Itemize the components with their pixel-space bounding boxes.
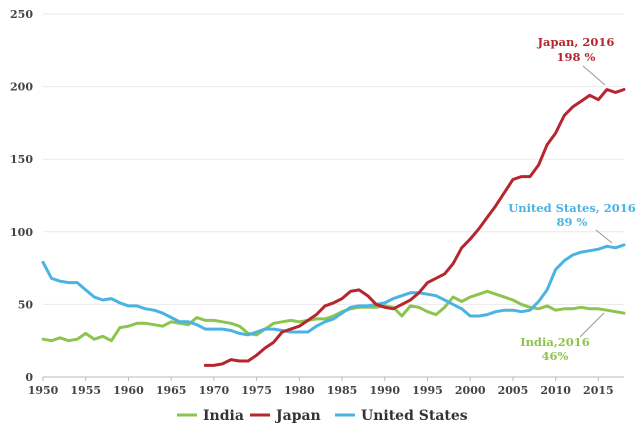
series-lines	[41, 88, 626, 367]
x-tick-label: 2015	[583, 384, 614, 397]
y-tick-label: 250	[10, 8, 33, 21]
x-tick-label: 2010	[540, 384, 571, 397]
japan-annotation-leader	[582, 65, 606, 86]
x-tick-label: 1995	[412, 384, 443, 397]
x-tick-label: 1985	[327, 384, 358, 397]
y-axis-ticks: 0 50 100 150 200 250	[10, 8, 33, 384]
y-tick-label: 200	[10, 81, 33, 94]
legend-label-japan: Japan	[274, 408, 321, 424]
india-annotation-leader	[579, 312, 605, 338]
y-tick-label: 50	[18, 298, 34, 311]
legend-label-united-states: United States	[361, 408, 468, 424]
series-line-india	[41, 289, 626, 343]
x-tick-label: 1965	[156, 384, 187, 397]
grid	[43, 13, 624, 378]
india-annotation-line2: 46%	[542, 349, 569, 363]
india-annotation-line1: India,2016	[520, 335, 590, 349]
japan-annotation-line1: Japan, 2016	[537, 35, 615, 49]
annotations: Japan, 2016 198 % United States, 2016 89…	[508, 35, 636, 363]
legend: India Japan United States	[177, 408, 468, 424]
us-annotation-line2: 89 %	[557, 215, 588, 229]
x-tick-label: 1975	[241, 384, 272, 397]
y-tick-label: 100	[10, 226, 33, 239]
legend-label-india: India	[203, 408, 244, 424]
x-tick-label: 1970	[199, 384, 230, 397]
series-line-japan	[203, 88, 626, 367]
us-annotation-leader	[595, 229, 613, 244]
x-tick-label: 1950	[28, 384, 59, 397]
x-axis-ticks: 1950 1955 1960 1965 1970 1975 1980 1985 1990 1995…	[28, 377, 614, 397]
y-tick-label: 0	[25, 371, 33, 384]
y-tick-label: 150	[10, 153, 33, 166]
japan-annotation-line2: 198 %	[557, 50, 596, 64]
x-tick-label: 1960	[113, 384, 144, 397]
us-annotation-line1: United States, 2016	[508, 201, 636, 215]
x-tick-label: 1955	[70, 384, 101, 397]
x-tick-label: 2005	[498, 384, 529, 397]
x-tick-label: 1980	[284, 384, 315, 397]
x-tick-label: 1990	[369, 384, 400, 397]
series-line-united-states	[41, 243, 626, 337]
x-tick-label: 2000	[455, 384, 486, 397]
